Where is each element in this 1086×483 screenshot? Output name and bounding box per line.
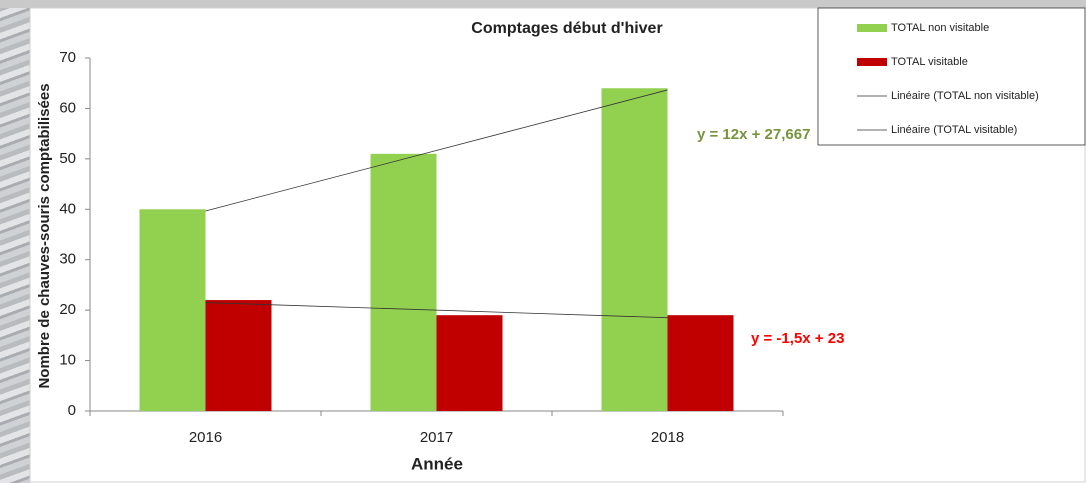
trendline-equation: y = -1,5x + 23 [751, 330, 844, 347]
y-tick-label: 60 [59, 99, 76, 116]
chart-title: Comptages début d'hiver [471, 20, 662, 37]
trendline-equation: y = 12x + 27,667 [697, 126, 810, 143]
y-tick-label: 0 [68, 402, 76, 419]
y-tick-label: 30 [59, 251, 76, 268]
legend-label: TOTAL visitable [891, 56, 968, 68]
y-tick-label: 50 [59, 150, 76, 167]
legend-swatch [857, 58, 887, 66]
trendline [205, 302, 668, 319]
legend-label: Linéaire (TOTAL visitable) [891, 124, 1017, 136]
background-image [0, 0, 30, 483]
bar [667, 315, 734, 411]
legend-label: Linéaire (TOTAL non visitable) [891, 90, 1039, 102]
bar [601, 88, 668, 411]
x-tick-label: 2018 [651, 429, 684, 446]
bar [370, 153, 437, 412]
x-tick-label: 2017 [420, 429, 453, 446]
legend-swatch [857, 24, 887, 32]
y-axis-title: Nombre de chauves-souris comptabilisées [36, 83, 53, 388]
y-tick-label: 40 [59, 200, 76, 217]
top-bar [0, 0, 1086, 8]
x-axis-title: Année [411, 454, 463, 473]
y-tick-label: 10 [59, 352, 76, 369]
bar [205, 300, 272, 411]
trendline [205, 89, 668, 212]
x-tick-label: 2016 [189, 429, 222, 446]
bar [139, 209, 206, 411]
bar [436, 315, 503, 411]
y-tick-label: 20 [59, 301, 76, 318]
legend-label: TOTAL non visitable [891, 22, 989, 34]
y-tick-label: 70 [59, 49, 76, 66]
